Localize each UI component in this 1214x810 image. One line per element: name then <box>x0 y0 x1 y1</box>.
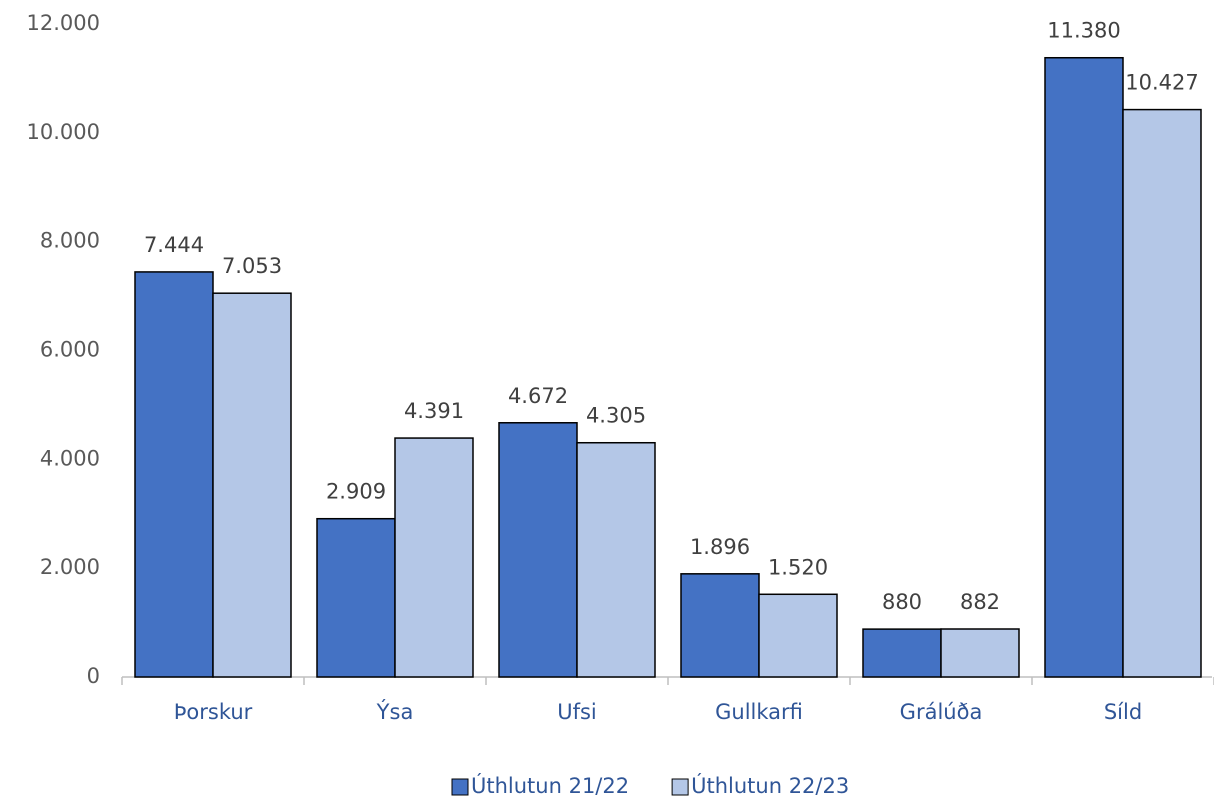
y-tick-label: 10.000 <box>27 120 100 144</box>
y-tick-label: 2.000 <box>40 555 100 579</box>
value-label: 10.427 <box>1125 71 1198 95</box>
value-label: 1.896 <box>690 535 750 559</box>
value-label: 880 <box>882 590 922 614</box>
bar <box>576 441 656 678</box>
bar <box>862 628 942 678</box>
x-tick-label: Grálúða <box>900 700 983 724</box>
bar <box>316 517 396 678</box>
legend-label: Úthlutun 22/23 <box>691 773 849 798</box>
x-tick-label: Þorskur <box>174 700 253 724</box>
y-tick-label: 8.000 <box>40 229 100 253</box>
bar <box>940 628 1020 678</box>
value-label: 882 <box>960 590 1000 614</box>
legend-swatch <box>671 778 689 796</box>
bar <box>680 573 760 678</box>
y-tick-label: 0 <box>87 664 100 688</box>
bar <box>134 271 214 678</box>
bar <box>1044 56 1124 678</box>
value-label: 1.520 <box>768 555 828 579</box>
bar <box>212 292 292 678</box>
x-tick-label: Gullkarfi <box>715 700 803 724</box>
x-tick-label: Síld <box>1104 700 1142 724</box>
value-label: 7.444 <box>144 233 204 257</box>
x-tick-label: Ýsa <box>376 699 414 724</box>
y-tick-label: 4.000 <box>40 446 100 470</box>
legend-swatch <box>451 778 469 796</box>
value-label: 11.380 <box>1047 19 1120 43</box>
value-label: 2.909 <box>326 480 386 504</box>
x-tick-label: Ufsi <box>557 700 597 724</box>
value-label: 4.672 <box>508 384 568 408</box>
value-label: 4.305 <box>586 404 646 428</box>
bar <box>758 593 838 678</box>
y-tick-label: 6.000 <box>40 338 100 362</box>
value-label: 7.053 <box>222 254 282 278</box>
bar <box>394 437 474 678</box>
legend-label: Úthlutun 21/22 <box>471 773 629 798</box>
bar <box>498 422 578 678</box>
bar <box>1122 108 1202 678</box>
y-tick-label: 12.000 <box>27 11 100 35</box>
value-label: 4.391 <box>404 399 464 423</box>
